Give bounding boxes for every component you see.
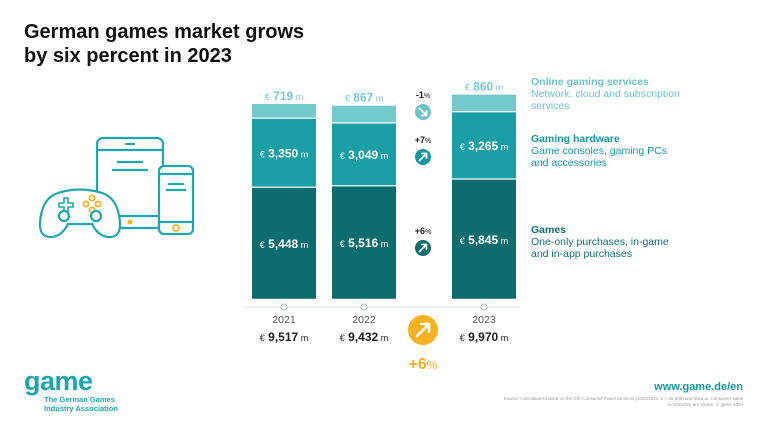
growth-label-online: -1% (416, 90, 430, 100)
legend-hardware-title: Gaming hardware (531, 133, 620, 145)
growth-arrow-up-icon (418, 152, 428, 162)
bar-games-2023 (452, 179, 516, 299)
bar-games-2021 (252, 187, 316, 299)
value-label-games-2022: € 5,516 m (340, 236, 388, 250)
bar-hardware-2021 (252, 118, 316, 187)
legend-online-gaming-services: Online gaming services Network, cloud an… (531, 76, 741, 112)
growth-arrow-up-icon (418, 243, 428, 253)
bar-online-2021 (252, 103, 316, 118)
website-link[interactable]: www.game.de/en (654, 381, 743, 393)
growth-label-hardware: +7% (415, 135, 432, 145)
total-growth-label: +6% (409, 356, 438, 373)
axis-tick-2022 (360, 303, 368, 311)
x-tick-label-2022: 2022 (352, 314, 376, 326)
chart-title: German games market grows by six percent… (24, 20, 344, 68)
game-logo: game (24, 366, 93, 396)
value-label-online-2021: € 719 m (265, 89, 303, 103)
smartphone-icon (157, 164, 195, 236)
total-label-2023: € 9,970 m (460, 330, 508, 344)
game-logo-subtitle: The German Games Industry Association (44, 395, 118, 413)
legend-online-title: Online gaming services (531, 76, 649, 88)
legend-online-desc: Network, cloud and subscription services (531, 88, 680, 112)
chart-title-line-1: German games market grows (24, 21, 305, 43)
legend-hardware-desc: Game consoles, gaming PCs and accessorie… (531, 145, 667, 169)
axis-tick-2023 (480, 303, 488, 311)
total-label-2021: € 9,517 m (260, 330, 308, 344)
total-growth-arrow-up-icon (415, 322, 431, 338)
value-label-online-2022: € 867 m (345, 91, 383, 105)
bar-online-2022 (332, 105, 396, 123)
value-label-hardware-2021: € 3,350 m (260, 146, 308, 160)
bar-hardware-2022 (332, 123, 396, 186)
legend-games-desc: One-only purchases, in-game and in-app p… (531, 236, 669, 260)
legend-gaming-hardware: Gaming hardware Game consoles, gaming PC… (531, 133, 741, 169)
value-label-online-2023: € 860 m (465, 80, 503, 94)
gamepad-icon (38, 188, 122, 239)
devices-illustration (38, 136, 195, 239)
growth-arrow-down-icon (418, 107, 428, 117)
source-note: Source: Calculations based on the GfK Co… (503, 396, 743, 407)
bar-games-2022 (332, 186, 396, 299)
value-label-games-2021: € 5,448 m (260, 237, 308, 251)
axis-tick-2021 (280, 303, 288, 311)
chart-title-line-2: by six percent in 2023 (24, 45, 232, 67)
total-label-2022: € 9,432 m (340, 330, 388, 344)
growth-label-games: +6% (415, 226, 432, 236)
x-tick-label-2021: 2021 (272, 314, 296, 326)
value-label-hardware-2023: € 3,265 m (460, 139, 508, 153)
legend-games: Games One-only purchases, in-game and in… (531, 224, 741, 260)
value-label-hardware-2022: € 3,049 m (340, 148, 388, 162)
value-label-games-2023: € 5,845 m (460, 233, 508, 247)
legend-games-title: Games (531, 224, 567, 236)
bar-online-2023 (452, 94, 516, 112)
bar-hardware-2023 (452, 112, 516, 179)
x-tick-label-2023: 2023 (472, 314, 496, 326)
